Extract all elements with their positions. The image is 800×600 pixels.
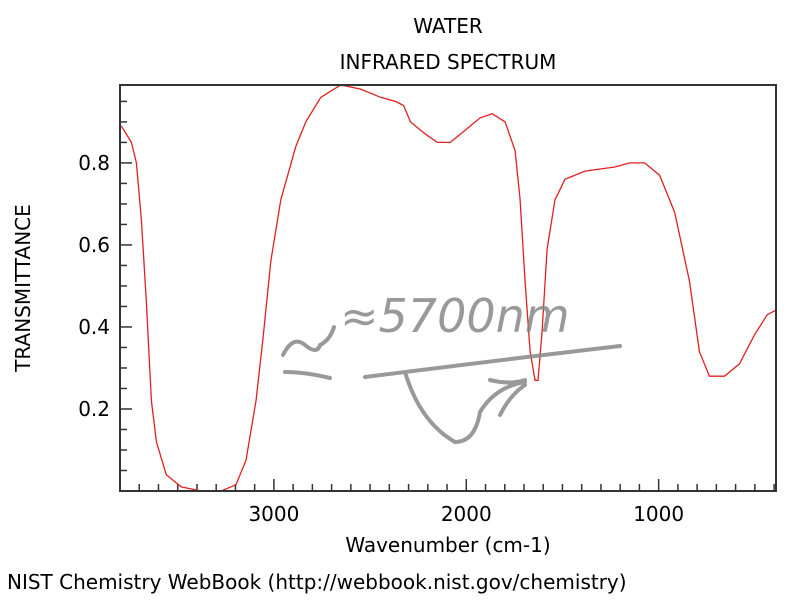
plot-frame — [119, 84, 777, 492]
x-tick-label: 3000 — [248, 502, 299, 526]
x-tick-label: 1000 — [633, 502, 684, 526]
handwritten-annotation — [281, 325, 622, 445]
source-footer: NIST Chemistry WebBook (http://webbook.n… — [7, 570, 627, 594]
y-tick-label: 0.2 — [78, 397, 110, 421]
x-axis-label: Wavenumber (cm-1) — [345, 533, 550, 557]
y-tick-label: 0.4 — [78, 315, 110, 339]
x-tick-label: 2000 — [441, 502, 492, 526]
spectrum-line — [120, 84, 776, 492]
y-tick-label: 0.6 — [78, 233, 110, 257]
chart-subtitle: INFRARED SPECTRUM — [339, 50, 557, 74]
y-axis-label: TRANSMITTANCE — [11, 204, 35, 373]
y-tick-label: 0.8 — [78, 151, 110, 175]
chart-title: WATER — [413, 14, 483, 38]
annotation-text: ≈5700nm — [340, 289, 570, 343]
